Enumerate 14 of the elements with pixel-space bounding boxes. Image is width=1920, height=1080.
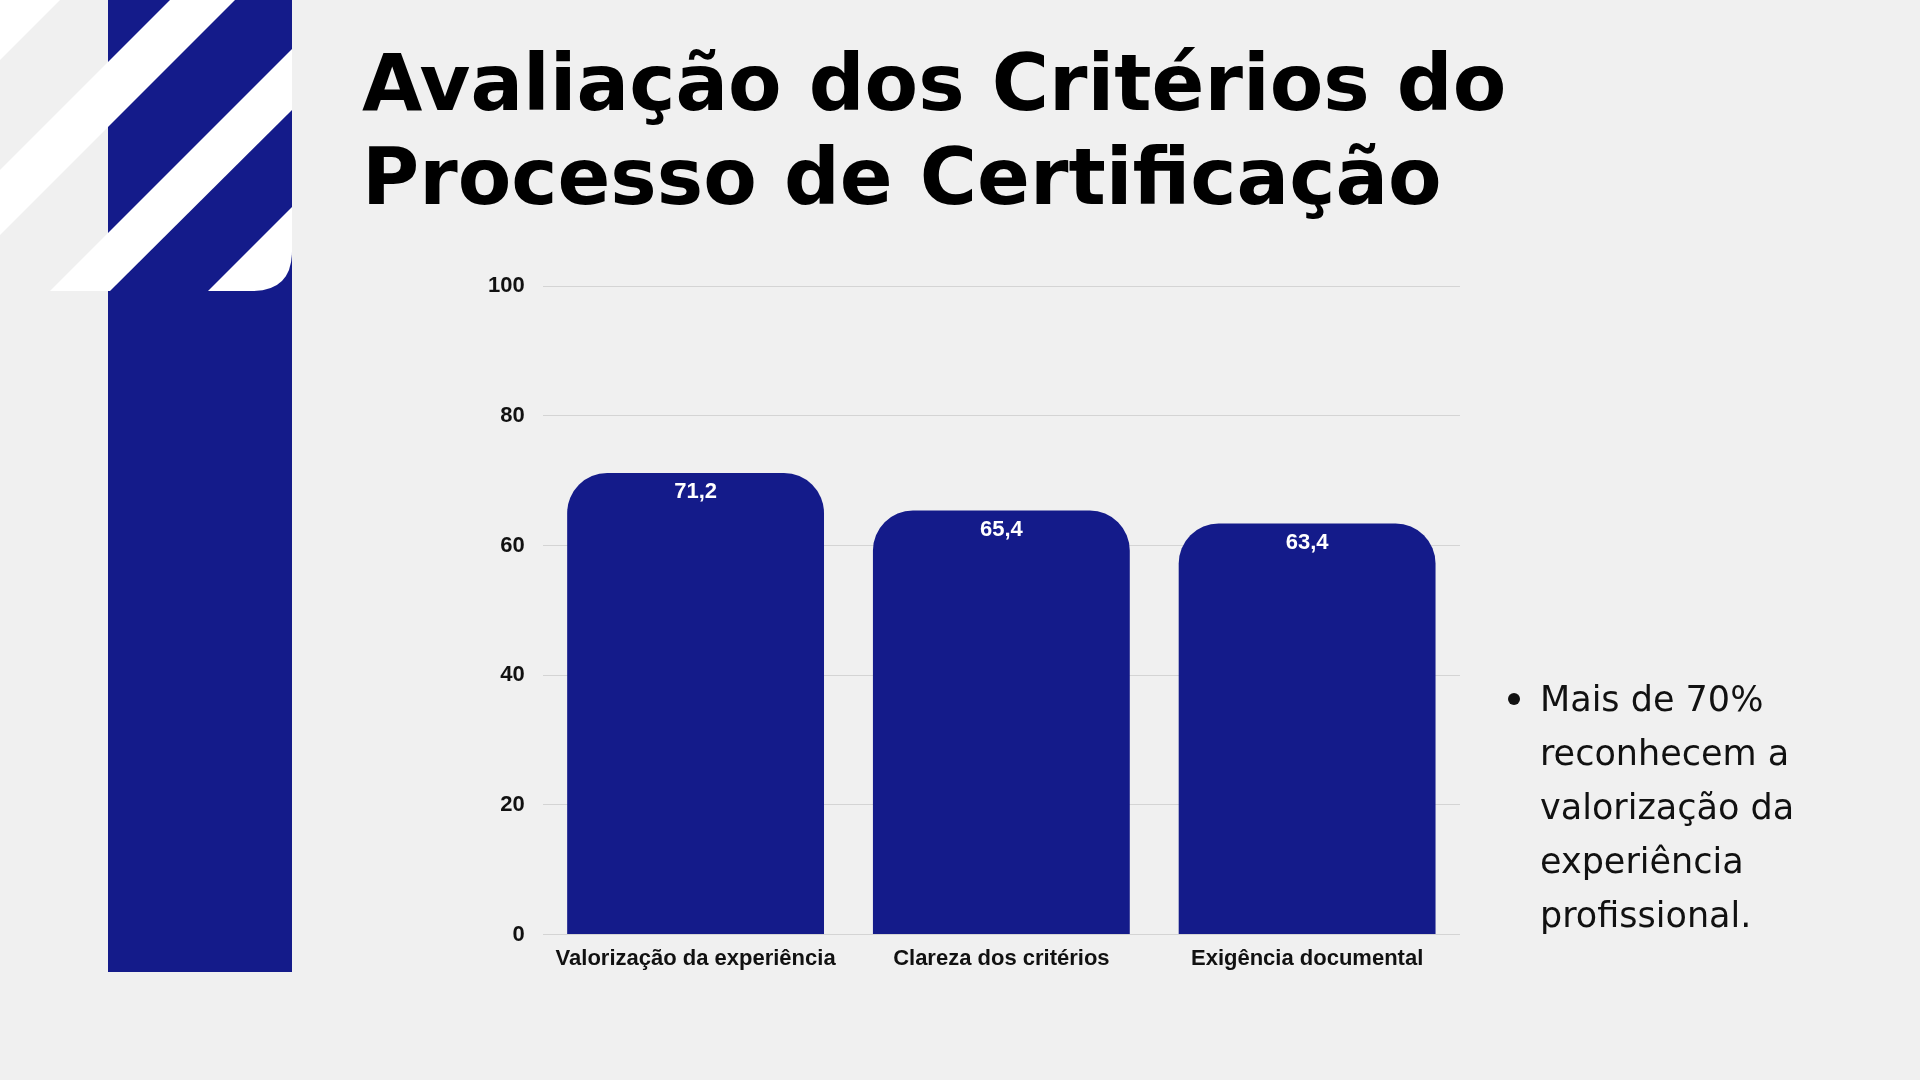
y-tick-label: 80 xyxy=(500,401,525,427)
y-tick-label: 60 xyxy=(500,531,525,557)
chart-title: Avaliação dos Critérios do Processo de Certificação xyxy=(362,37,1508,224)
x-tick-label: Exigência documental xyxy=(1190,944,1424,970)
x-tick-label: Clareza dos critérios xyxy=(893,944,1110,970)
data-label: 65,4 xyxy=(979,515,1024,541)
text: Mais de 70% reconhecem a valorização da experiência profissional. xyxy=(1540,678,1796,937)
data-label: 63,4 xyxy=(1285,528,1330,554)
y-tick-label: 100 xyxy=(487,272,525,298)
y-tick-label: 0 xyxy=(512,920,525,946)
y-tick-label: 20 xyxy=(500,790,525,816)
x-tick-label: Valorização da experiência xyxy=(555,944,837,970)
y-tick-label: 40 xyxy=(500,661,525,687)
data-label: 71,2 xyxy=(674,478,717,503)
